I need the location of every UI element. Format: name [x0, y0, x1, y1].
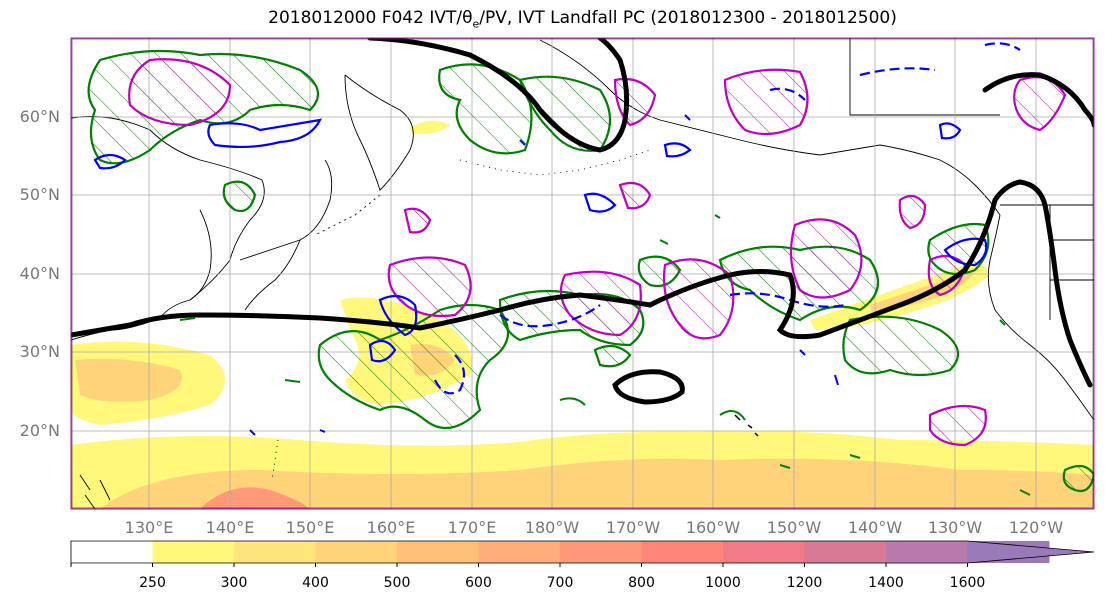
blue-contour — [663, 142, 692, 158]
blue-contour-dashed — [729, 292, 846, 308]
magenta-contour — [789, 218, 863, 299]
theta-e-contour-north-east — [982, 72, 1094, 128]
colorbar-tick-label: 1000 — [705, 575, 741, 591]
lon-label: 140°W — [847, 518, 903, 537]
lon-label: 150°E — [285, 518, 335, 537]
lon-label: 170°W — [605, 518, 661, 537]
ivt-west-blob-mid — [75, 358, 182, 402]
blue-contour-dashed — [769, 87, 806, 101]
lon-label: 150°W — [766, 518, 822, 537]
colorbar-tick-label: 500 — [383, 575, 411, 591]
green-contour — [518, 75, 611, 152]
green-contour — [222, 180, 257, 213]
lon-label: 160°W — [685, 518, 741, 537]
colorbar-segment — [804, 541, 887, 563]
colorbar-segment — [478, 541, 561, 563]
blue-contour — [368, 339, 397, 363]
ivt-band-south-mid — [100, 458, 1094, 509]
colorbar-tick-label: 600 — [465, 575, 492, 591]
pv-blue-contours — [93, 42, 1021, 395]
map-frame — [70, 37, 1095, 510]
colorbar-tick-label: 300 — [220, 575, 248, 591]
blue-contour — [207, 118, 322, 148]
green-contour — [593, 344, 632, 368]
small-features — [179, 114, 1031, 496]
lat-label: 30°N — [19, 342, 60, 361]
lon-label: 140°E — [205, 518, 255, 537]
blue-contour — [943, 237, 988, 267]
lon-label: 120°W — [1008, 518, 1064, 537]
magenta-contour — [128, 58, 232, 127]
colorbar-segment — [152, 541, 235, 563]
colorbar-tick-label: 250 — [139, 575, 166, 591]
kuril-arc — [314, 194, 381, 236]
magenta-contour — [403, 207, 432, 234]
colorbar-segment — [397, 541, 479, 563]
magenta-contour — [928, 404, 987, 447]
colorbar-segment — [641, 541, 724, 563]
magenta-contour — [898, 194, 927, 230]
mariana-islands — [271, 439, 279, 481]
green-contour — [317, 303, 510, 430]
ivt-band-south-core — [200, 487, 310, 509]
magenta-contour — [618, 181, 652, 210]
aleutians — [459, 149, 651, 176]
korea-coast — [189, 209, 212, 301]
japan — [239, 159, 333, 311]
lon-label: 170°E — [447, 518, 497, 537]
na-west-coast — [987, 214, 1094, 421]
colorbar-tick-label: 1200 — [786, 575, 823, 591]
colorbar — [70, 540, 1095, 567]
lon-label: 160°E — [366, 518, 416, 537]
colorbar-tick-label: 700 — [546, 575, 574, 591]
blue-contour — [93, 153, 127, 170]
colorbar-tick-label: 400 — [302, 575, 329, 591]
theta-e-contour-north-west — [367, 38, 630, 153]
blue-contour-dashed — [984, 42, 1021, 51]
colorbar-segment — [315, 541, 398, 563]
theta-e-contour-main — [71, 179, 1093, 388]
colorbar-tick-label: 1400 — [868, 575, 904, 591]
magenta-contour — [559, 270, 642, 337]
colorbar-tick-label: 1600 — [949, 575, 986, 591]
colorbar-segment — [560, 541, 642, 563]
colorbar-extend-arrow — [967, 541, 1094, 563]
lat-label: 60°N — [19, 107, 60, 126]
blue-contour-dashed — [859, 67, 936, 77]
lon-label: 180°W — [524, 518, 580, 537]
map-title: 2018012000 F042 IVT/θe/PV, IVT Landfall … — [268, 8, 897, 31]
green-contour — [842, 315, 960, 377]
colorbar-outline — [70, 540, 1095, 564]
green-contour — [1062, 464, 1094, 493]
blue-contour — [583, 192, 617, 213]
lon-label: 130°E — [124, 518, 174, 537]
map-plot-area — [71, 38, 1094, 509]
blue-contour-dashed — [499, 304, 601, 328]
colorbar-segment — [234, 541, 316, 563]
hawaii — [734, 414, 759, 437]
blue-contour — [938, 122, 962, 140]
blue-contour-dashed — [434, 354, 466, 395]
theta-e-contour-loop — [612, 369, 685, 405]
colorbar-segment — [723, 541, 805, 563]
asia-coast — [71, 116, 265, 341]
philippines — [79, 474, 111, 509]
colorbar-segment — [886, 541, 968, 563]
colorbar-tick-label: 800 — [628, 575, 655, 591]
colorbar-segment — [71, 541, 153, 563]
lat-label: 40°N — [19, 264, 60, 283]
ivt-north-blob — [410, 120, 450, 135]
lat-label: 50°N — [19, 185, 60, 204]
lon-label: 130°W — [927, 518, 983, 537]
lat-label: 20°N — [19, 421, 60, 440]
magenta-contour — [723, 68, 809, 136]
theta-e-contours — [71, 38, 1094, 405]
